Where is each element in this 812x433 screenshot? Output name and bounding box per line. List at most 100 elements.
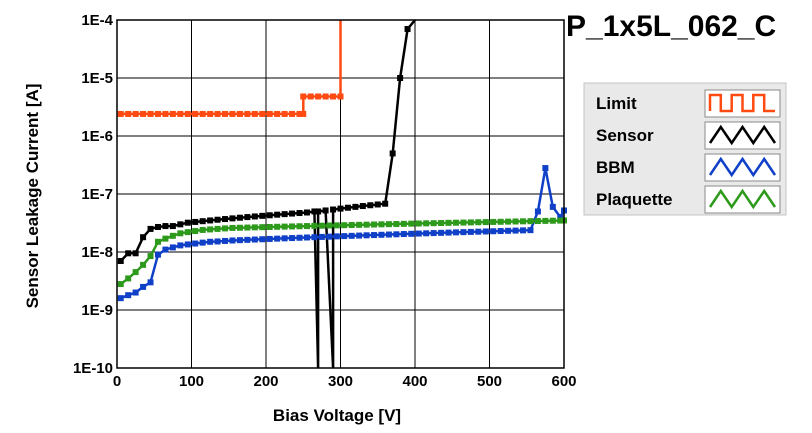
data-point-bbm (348, 232, 355, 239)
data-point-bbm (222, 237, 229, 244)
data-point-bbm (475, 228, 482, 235)
data-point-plaquette (378, 221, 385, 228)
data-point-limit (162, 110, 169, 117)
data-point-bbm (236, 237, 243, 244)
data-point-limit (125, 110, 132, 117)
data-point-plaquette (236, 224, 243, 231)
data-point-bbm (430, 230, 437, 237)
data-point-plaquette (311, 222, 318, 229)
data-point-sensor (147, 225, 154, 232)
x-tick-label: 0 (113, 373, 121, 390)
data-point-plaquette (326, 222, 333, 229)
data-point-plaquette (289, 223, 296, 230)
data-point-bbm (408, 230, 415, 237)
data-point-bbm (125, 292, 132, 299)
x-tick-label: 100 (179, 373, 204, 390)
data-point-limit (244, 110, 251, 117)
data-point-plaquette (497, 218, 504, 225)
data-point-limit (330, 93, 337, 100)
data-point-sensor (274, 211, 281, 218)
x-tick-label: 600 (551, 373, 576, 390)
data-point-sensor (404, 25, 411, 32)
data-point-limit (214, 110, 221, 117)
data-point-sensor (177, 221, 184, 228)
data-point-bbm (497, 228, 504, 235)
data-point-plaquette (222, 225, 229, 232)
data-point-limit (300, 93, 307, 100)
data-point-bbm (542, 165, 549, 172)
data-point-bbm (169, 244, 176, 251)
x-tick-label: 300 (328, 373, 353, 390)
data-point-plaquette (371, 221, 378, 228)
data-point-sensor (330, 206, 337, 213)
legend-glyph-sensor (708, 124, 777, 146)
data-point-limit (117, 110, 124, 117)
plot-frame (116, 19, 565, 369)
legend-label-plaquette: Plaquette (596, 190, 673, 209)
data-point-sensor (132, 250, 139, 257)
data-point-bbm (490, 228, 497, 235)
data-point-sensor (244, 214, 251, 221)
data-point-limit (140, 110, 147, 117)
data-point-plaquette (505, 218, 512, 225)
data-point-sensor (374, 201, 381, 208)
data-point-plaquette (132, 269, 139, 276)
data-point-plaquette (177, 230, 184, 237)
legend-glyph-limit (708, 93, 775, 113)
data-point-bbm (371, 232, 378, 239)
data-point-bbm (445, 229, 452, 236)
legend-item-limit: Limit (596, 89, 781, 118)
data-point-bbm (132, 289, 139, 296)
data-point-limit (251, 110, 258, 117)
x-tick-label: 400 (402, 373, 427, 390)
data-point-sensor (154, 223, 161, 230)
data-point-plaquette (251, 224, 258, 231)
data-point-plaquette (430, 220, 437, 227)
data-point-plaquette (229, 224, 236, 231)
data-point-plaquette (199, 226, 206, 233)
data-point-plaquette (520, 218, 527, 225)
data-point-bbm (296, 234, 303, 241)
data-point-limit (154, 110, 161, 117)
data-point-plaquette (274, 223, 281, 230)
data-point-plaquette (385, 221, 392, 228)
x-tick-label: 500 (477, 373, 502, 390)
y-tick-label: 1E-10 (73, 360, 113, 377)
y-tick-labels: 1E-10 1E-9 1E-8 1E-7 1E-6 1E-5 1E-4 (73, 12, 114, 377)
data-point-bbm (393, 231, 400, 238)
data-point-bbm (192, 240, 199, 247)
data-point-bbm (318, 233, 325, 240)
data-point-sensor (117, 257, 124, 264)
series-sensor (117, 19, 416, 369)
data-point-bbm (289, 235, 296, 242)
data-point-limit (281, 110, 288, 117)
data-point-plaquette (117, 281, 124, 288)
data-point-limit (207, 110, 214, 117)
data-point-plaquette (527, 218, 534, 225)
data-point-bbm (438, 229, 445, 236)
data-point-limit (315, 93, 322, 100)
data-point-bbm (147, 279, 154, 286)
data-point-plaquette (534, 218, 541, 225)
data-point-limit (307, 93, 314, 100)
data-point-sensor (192, 218, 199, 225)
data-point-bbm (281, 235, 288, 242)
data-point-plaquette (341, 222, 348, 229)
data-point-plaquette (542, 217, 549, 224)
data-point-limit (266, 110, 273, 117)
y-tick-label: 1E-4 (81, 12, 113, 29)
data-point-bbm (400, 231, 407, 238)
data-point-limit (296, 110, 303, 117)
y-tick-label: 1E-9 (81, 302, 113, 319)
data-point-plaquette (259, 224, 266, 231)
data-point-bbm (356, 232, 363, 239)
data-point-plaquette (423, 220, 430, 227)
data-point-bbm (333, 233, 340, 240)
data-point-plaquette (318, 222, 325, 229)
data-point-sensor (322, 207, 329, 214)
data-point-plaquette (445, 219, 452, 226)
data-point-bbm (229, 237, 236, 244)
data-point-sensor (236, 214, 243, 221)
data-point-plaquette (512, 218, 519, 225)
